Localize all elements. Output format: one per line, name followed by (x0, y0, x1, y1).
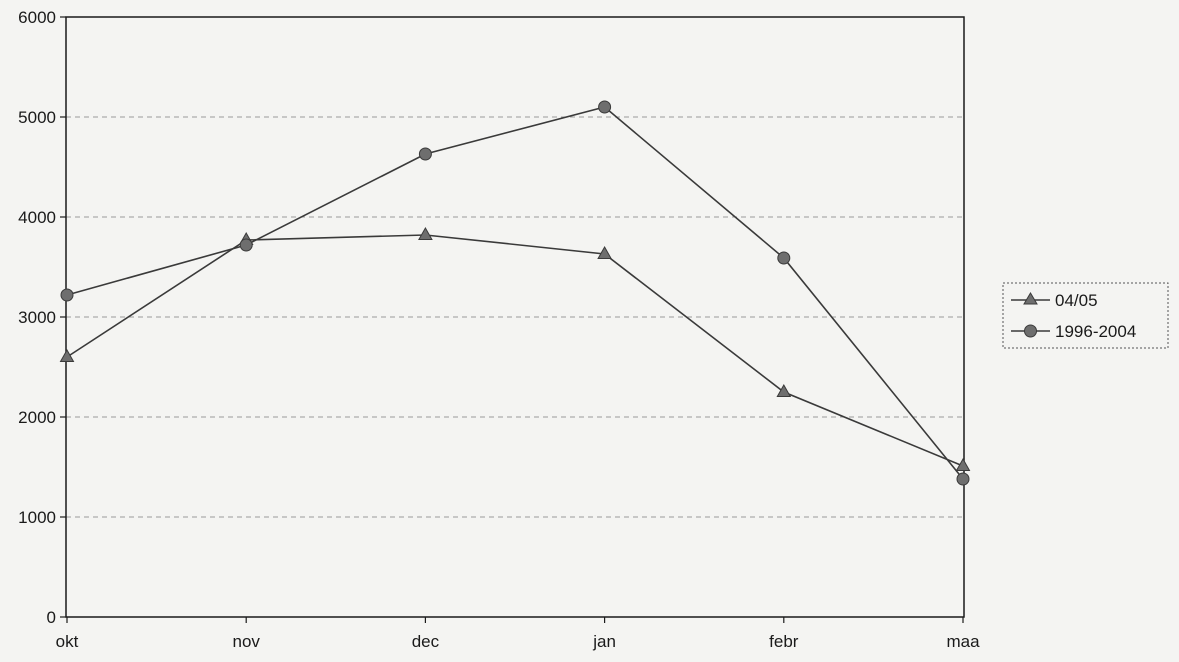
data-point-triangle (776, 383, 792, 397)
data-point-circle (598, 100, 612, 114)
series-line-1 (66, 106, 964, 480)
y-tick-label: 2000 (18, 408, 56, 427)
x-tick-label: dec (412, 632, 440, 651)
data-point-circle (956, 472, 970, 486)
plot-area-frame (65, 16, 965, 618)
y-tick-label: 6000 (18, 8, 56, 27)
data-point-circle (60, 288, 74, 302)
data-point-triangle (597, 245, 612, 259)
legend-label-0: 04/05 (1055, 291, 1098, 310)
y-tick-label: 0 (47, 608, 56, 627)
data-point-triangle (59, 348, 75, 362)
y-tick-label: 4000 (18, 208, 56, 227)
legend-marker-circle (1024, 324, 1037, 338)
y-tick-label: 1000 (18, 508, 56, 527)
legend: 04/05 1996-2004 (1002, 282, 1169, 349)
x-tick-label: nov (232, 632, 260, 651)
legend-label-1: 1996-2004 (1055, 322, 1136, 341)
y-tick-label: 5000 (18, 108, 56, 127)
x-tick-label: febr (769, 632, 799, 651)
series-group (59, 100, 971, 486)
x-tick-label: okt (56, 632, 79, 651)
gridlines (66, 116, 964, 518)
y-axis: 0 1000 2000 3000 4000 5000 6000 (18, 8, 66, 627)
data-point-circle (418, 147, 432, 161)
legend-marker-triangle (1023, 292, 1038, 305)
data-point-triangle (955, 457, 971, 471)
data-point-circle (777, 251, 791, 265)
x-tick-label: maa (946, 632, 980, 651)
x-axis: okt nov dec jan febr maa (56, 617, 980, 651)
y-tick-label: 3000 (18, 308, 56, 327)
data-point-triangle (418, 226, 433, 240)
data-point-circle (239, 238, 253, 252)
x-tick-label: jan (592, 632, 616, 651)
series-line-0 (66, 234, 964, 467)
